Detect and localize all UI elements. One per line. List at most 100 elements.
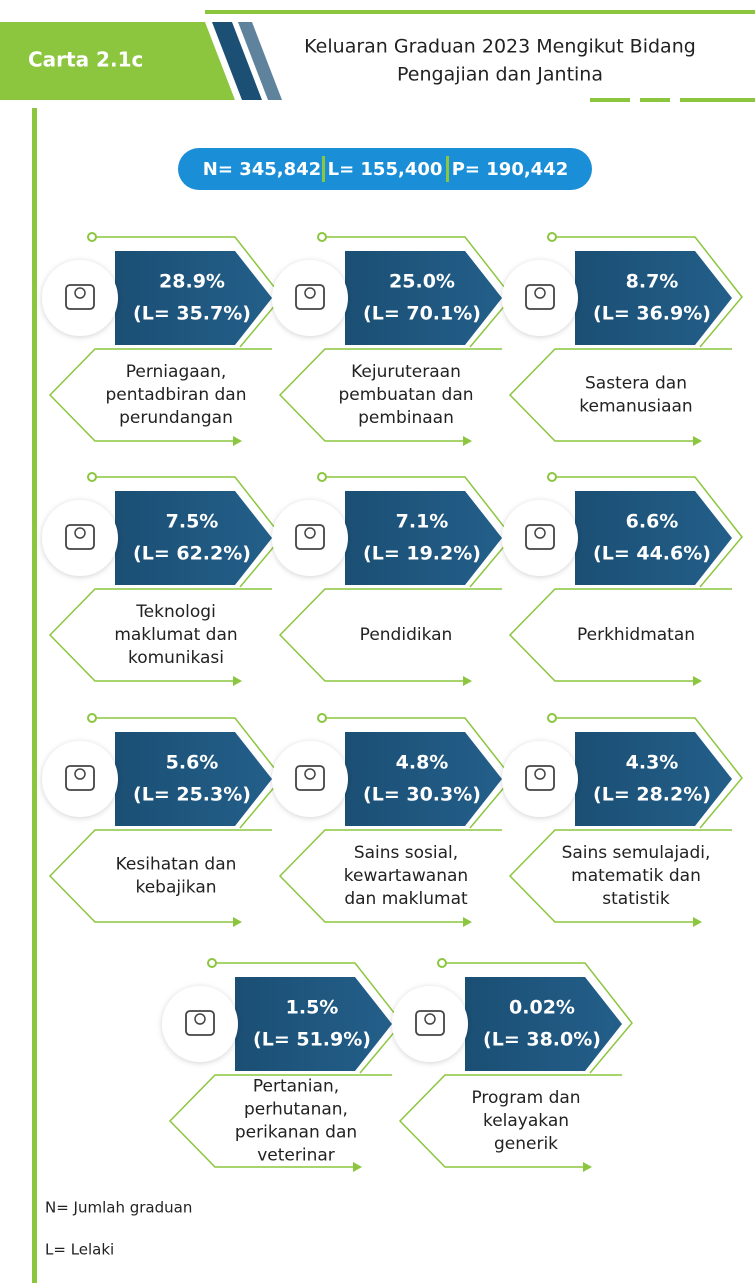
outline — [322, 717, 513, 829]
dot — [317, 713, 327, 723]
label-outline — [508, 588, 732, 682]
icon — [65, 284, 95, 310]
outline — [212, 962, 403, 1074]
dot — [317, 232, 327, 242]
value-arrow — [575, 491, 732, 585]
summary-item: L= 155,400 — [328, 159, 443, 180]
outline — [322, 476, 513, 588]
icon — [304, 768, 316, 780]
male-share: (L= 35.7%) — [133, 303, 251, 325]
icon — [304, 527, 316, 539]
male-share: (L= 28.2%) — [593, 784, 711, 806]
stripe — [238, 22, 282, 100]
top-rule — [205, 10, 755, 14]
icon — [65, 524, 95, 550]
field-label: kemanusiaan — [579, 397, 692, 417]
arrowhead — [693, 917, 702, 927]
male-share: (L= 25.3%) — [133, 784, 251, 806]
value-arrow — [575, 251, 732, 345]
title-line: Keluaran Graduan 2023 Mengikut Bidang — [304, 36, 696, 58]
male-share: (L= 51.9%) — [253, 1029, 371, 1051]
label-outline — [278, 348, 502, 442]
value-arrow — [345, 251, 502, 345]
arrowhead — [693, 676, 702, 686]
label-outline — [48, 588, 272, 682]
label-outline — [278, 588, 502, 682]
share: 7.1% — [396, 511, 449, 533]
male-share: (L= 44.6%) — [593, 543, 711, 565]
field-label: perikanan dan — [235, 1123, 357, 1143]
dot — [547, 713, 557, 723]
icon — [534, 768, 546, 780]
dot — [547, 232, 557, 242]
dot — [317, 472, 327, 482]
share: 5.6% — [166, 752, 219, 774]
value-arrow — [345, 732, 502, 826]
icon — [525, 765, 555, 791]
outline — [322, 236, 513, 348]
male-share: (L= 38.0%) — [483, 1029, 601, 1051]
label-outline — [398, 1074, 622, 1168]
icon — [74, 527, 86, 539]
icon — [65, 765, 95, 791]
icon — [534, 527, 546, 539]
field-label: kewartawanan — [344, 866, 468, 886]
icon — [194, 1013, 206, 1025]
label-outline — [48, 829, 272, 923]
stripe — [212, 22, 262, 100]
arrowhead — [463, 676, 472, 686]
field-label: Perkhidmatan — [577, 625, 695, 645]
male-share: (L= 30.3%) — [363, 784, 481, 806]
value-arrow — [115, 251, 272, 345]
field-label: Teknologi — [135, 602, 216, 622]
share: 7.5% — [166, 511, 219, 533]
field-label: Perniagaan, — [126, 362, 227, 382]
value-arrow — [115, 732, 272, 826]
summary-item: P= 190,442 — [452, 159, 569, 180]
value-arrow — [465, 977, 622, 1071]
arrowhead — [463, 917, 472, 927]
male-share: (L= 36.9%) — [593, 303, 711, 325]
field-label: Kesihatan dan — [116, 855, 237, 875]
share: 6.6% — [626, 511, 679, 533]
dot — [87, 713, 97, 723]
label-outline — [48, 348, 272, 442]
icon — [74, 287, 86, 299]
field-label: kebajikan — [135, 878, 216, 898]
tag: Carta 2.1c — [28, 48, 143, 72]
icon — [74, 768, 86, 780]
label-outline — [168, 1074, 392, 1168]
male-share: (L= 62.2%) — [133, 543, 251, 565]
arrowhead — [233, 436, 242, 446]
note: L= Lelaki — [45, 1241, 114, 1259]
field-label: Pertanian, — [253, 1077, 339, 1097]
outline — [92, 717, 283, 829]
value-arrow — [115, 491, 272, 585]
label-outline — [508, 348, 732, 442]
icon — [534, 287, 546, 299]
icon — [295, 284, 325, 310]
field-label: matematik dan — [571, 866, 701, 886]
dash — [590, 98, 630, 102]
field-label: statistik — [602, 889, 670, 909]
field-label: Pendidikan — [360, 625, 453, 645]
arrowhead — [353, 1162, 362, 1172]
outline — [92, 236, 283, 348]
male-share: (L= 70.1%) — [363, 303, 481, 325]
field-label: perhutanan, — [244, 1100, 348, 1120]
share: 0.02% — [509, 997, 575, 1019]
male-share: (L= 19.2%) — [363, 543, 481, 565]
label-outline — [508, 829, 732, 923]
outline — [552, 717, 743, 829]
field-label: komunikasi — [128, 648, 224, 668]
icon — [415, 1010, 445, 1036]
dot — [87, 472, 97, 482]
outline — [552, 476, 743, 588]
share: 8.7% — [626, 271, 679, 293]
label-outline — [278, 829, 502, 923]
dot — [207, 958, 217, 968]
share: 4.3% — [626, 752, 679, 774]
icon — [295, 524, 325, 550]
share: 1.5% — [286, 997, 339, 1019]
